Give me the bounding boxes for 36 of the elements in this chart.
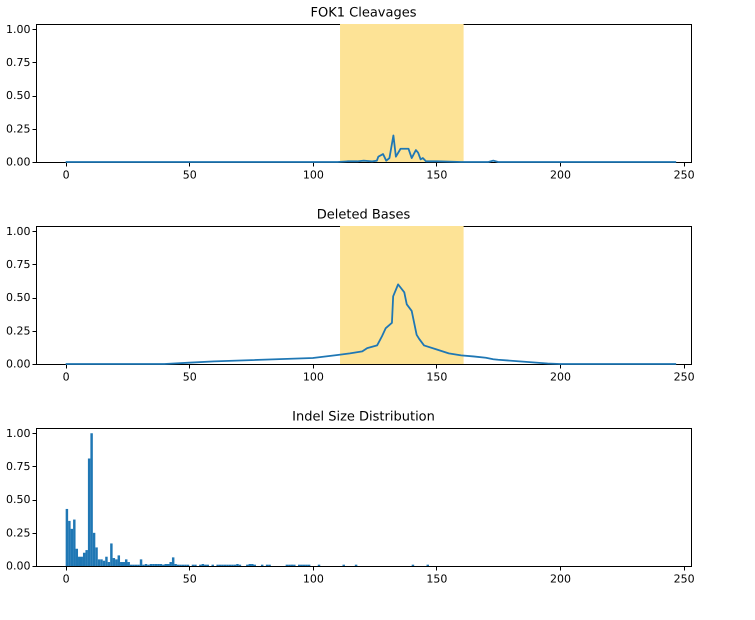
x-tick-label: 250: [674, 572, 695, 586]
y-tick-label: 0.75: [6, 56, 30, 69]
x-tick-label: 50: [182, 572, 197, 586]
y-tick-label: 1.00: [6, 224, 30, 238]
x-tick-label: 200: [550, 168, 571, 182]
y-tick-label: 0.00: [6, 358, 30, 370]
y-tick-label: 0.25: [6, 324, 30, 338]
x-tick-label: 150: [426, 572, 448, 586]
y-tick-label: 1.00: [6, 426, 30, 440]
x-tick-label: 150: [426, 168, 448, 182]
y-tick-label: 0.00: [6, 560, 30, 572]
y-tick-label: 0.00: [6, 156, 30, 168]
x-tick-label: 100: [302, 572, 324, 586]
y-tick-label: 0.50: [6, 89, 30, 102]
x-tick-label: 50: [182, 370, 197, 384]
x-tick-label: 200: [550, 370, 571, 384]
x-tick-label: 50: [182, 168, 197, 182]
y-tick-label: 0.25: [6, 122, 30, 136]
chart-title: Indel Size Distribution: [292, 409, 435, 424]
x-tick-label: 200: [550, 572, 571, 586]
x-tick-label: 250: [674, 370, 695, 384]
y-tick-label: 0.75: [6, 258, 30, 271]
x-tick-label: 0: [62, 572, 70, 586]
y-tick-label: 0.50: [6, 291, 30, 304]
y-tick-label: 0.75: [6, 460, 30, 473]
y-tick-label: 1.00: [6, 22, 30, 36]
x-tick-label: 0: [62, 370, 70, 384]
chart-title: FOK1 Cleavages: [310, 5, 417, 20]
y-tick-label: 0.50: [6, 493, 30, 506]
chart-title: Deleted Bases: [316, 207, 410, 222]
x-tick-label: 250: [674, 168, 695, 182]
x-tick-label: 100: [302, 168, 324, 182]
y-tick-label: 0.25: [6, 526, 30, 540]
x-tick-label: 100: [302, 370, 324, 384]
x-tick-label: 150: [426, 370, 448, 384]
x-tick-label: 0: [62, 168, 70, 182]
